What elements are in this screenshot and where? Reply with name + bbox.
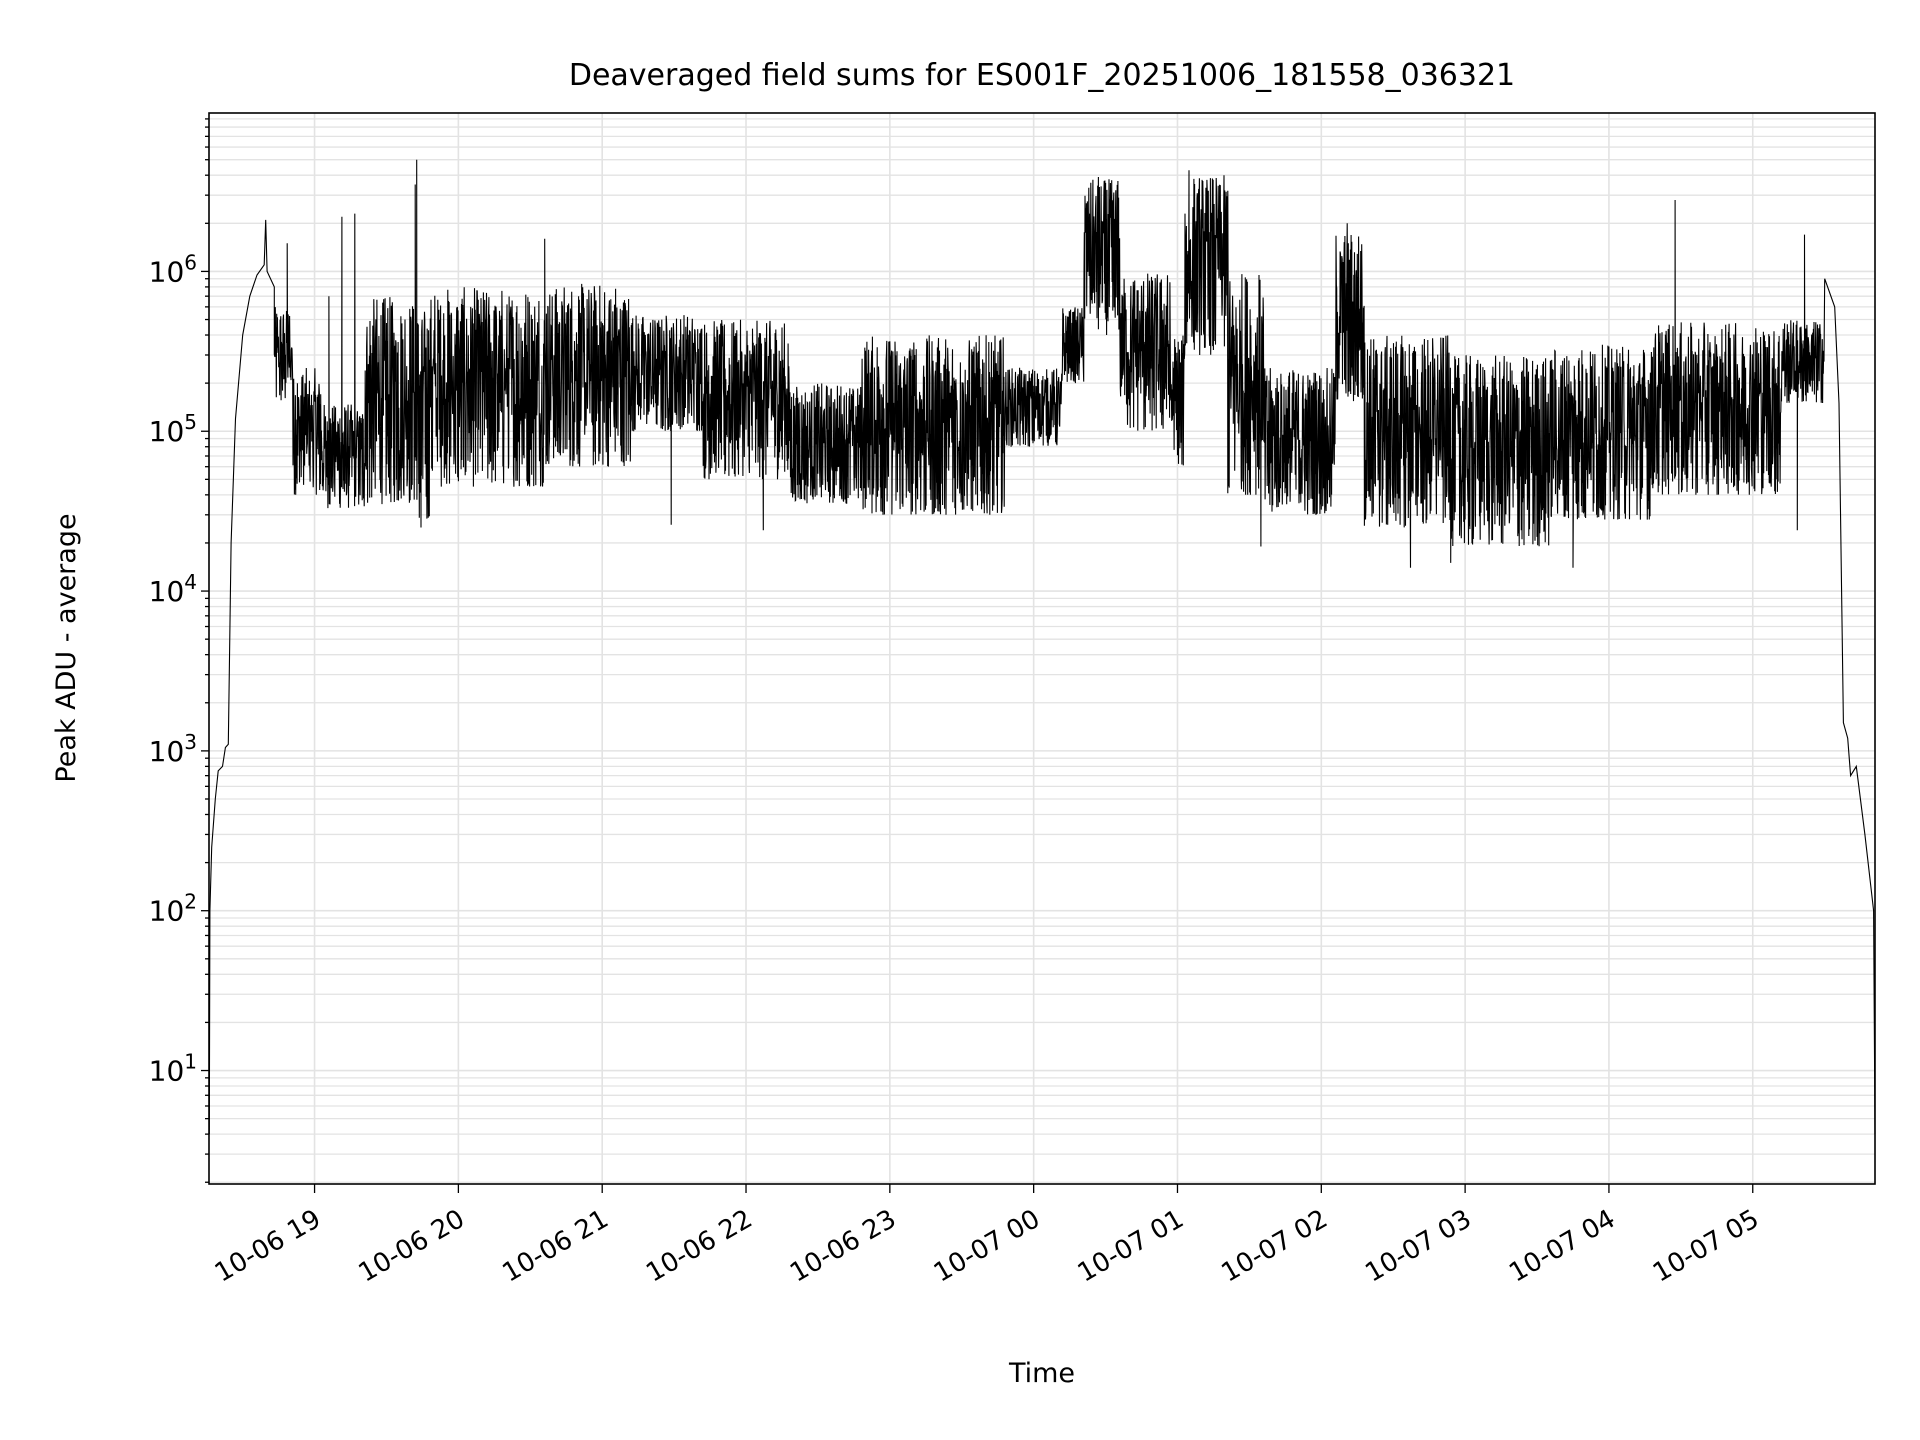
x-tick-label: 10-06 19 [210,1204,326,1288]
x-tick-label: 10-06 22 [641,1204,757,1288]
x-tick-label: 10-07 02 [1217,1204,1333,1288]
x-tick-label: 10-07 00 [929,1204,1045,1288]
y-tick-label: 103 [149,730,197,768]
y-tick-label: 105 [149,410,197,448]
y-axis-label: Peak ADU - average [51,513,82,782]
x-axis-label: Time [1008,1358,1075,1389]
x-tick-label: 10-07 05 [1648,1204,1764,1288]
y-tick-label: 106 [149,250,197,288]
grid-lines [209,113,1875,1184]
chart-title: Deaveraged field sums for ES001F_2025100… [569,58,1515,93]
x-tick-label: 10-07 04 [1504,1204,1620,1288]
y-tick-label: 102 [149,890,197,928]
x-tick-label: 10-06 21 [497,1204,613,1288]
x-tick-label: 10-06 23 [785,1204,901,1288]
plot-frame [208,112,1876,1185]
y-tick-label: 101 [149,1050,197,1088]
y-tick-label: 104 [149,570,197,608]
data-line [208,159,1876,1135]
axis-ticks: 10-06 19 10-06 20 10-06 21 10-06 22 10-06 23… [149,118,1764,1289]
x-tick-label: 10-07 01 [1073,1204,1189,1288]
x-tick-label: 10-06 20 [354,1204,470,1288]
x-tick-label: 10-07 03 [1360,1204,1476,1288]
